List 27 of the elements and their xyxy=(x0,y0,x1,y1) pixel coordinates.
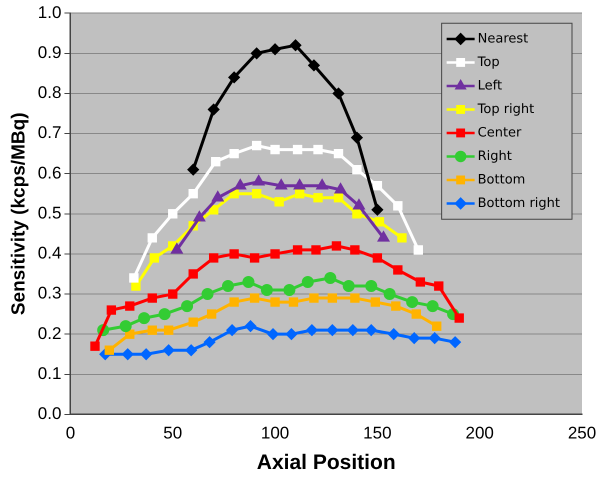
y-tick-label: 0.5 xyxy=(38,203,62,222)
legend-label: Left xyxy=(478,78,502,94)
x-tick-label: 250 xyxy=(568,423,596,442)
y-tick-label: 0.4 xyxy=(38,244,62,263)
y-tick-label: 0.1 xyxy=(38,364,62,383)
y-tick-label: 0.8 xyxy=(38,83,62,102)
x-tick-label: 50 xyxy=(163,423,182,442)
y-axis-title: Sensitivity (kcps/MBq) xyxy=(8,112,30,316)
y-tick-label: 0.0 xyxy=(38,404,62,424)
y-tick-label: 1.0 xyxy=(38,2,62,22)
x-tick-label: 100 xyxy=(260,423,290,442)
legend-label: Nearest xyxy=(478,31,528,46)
legend-label: Bottom xyxy=(478,172,526,188)
y-tick-label: 0.3 xyxy=(38,284,62,303)
legend-label: Top xyxy=(476,54,500,70)
legend-label: Right xyxy=(478,148,512,164)
y-tick-label: 0.2 xyxy=(38,324,62,343)
x-tick-label: 200 xyxy=(466,423,494,442)
y-tick-label: 0.6 xyxy=(38,163,62,182)
legend-label: Bottom right xyxy=(478,196,560,211)
legend-label: Center xyxy=(478,125,522,140)
x-tick-label: 0 xyxy=(66,423,76,442)
x-tick-label: 150 xyxy=(363,423,392,442)
x-axis-title: Axial Position xyxy=(256,451,396,474)
y-tick-label: 0.9 xyxy=(38,43,62,62)
y-tick-label: 0.7 xyxy=(38,123,62,142)
legend-label: Top right xyxy=(476,102,534,117)
